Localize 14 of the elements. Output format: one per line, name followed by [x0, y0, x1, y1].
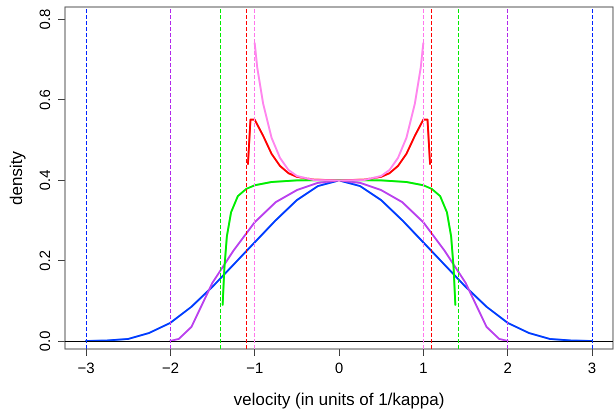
x-tick-label: −1	[246, 360, 264, 377]
x-tick-label: 0	[334, 360, 344, 377]
x-tick-label: 2	[503, 360, 512, 377]
x-tick-label: −3	[78, 360, 95, 377]
x-tick-label: −2	[162, 360, 179, 377]
y-tick-label: 0.4	[37, 170, 54, 190]
y-tick-label: 0.8	[37, 8, 54, 30]
y-tick-label: 0.2	[37, 250, 54, 271]
y-tick-label: 0.6	[37, 89, 54, 110]
y-tick-label: 0.0	[37, 330, 54, 352]
y-axis-title: density	[7, 150, 26, 205]
x-axis-title: velocity (in units of 1/kappa)	[234, 390, 444, 409]
x-tick-label: 1	[419, 360, 428, 377]
x-tick-label: 3	[588, 360, 596, 377]
